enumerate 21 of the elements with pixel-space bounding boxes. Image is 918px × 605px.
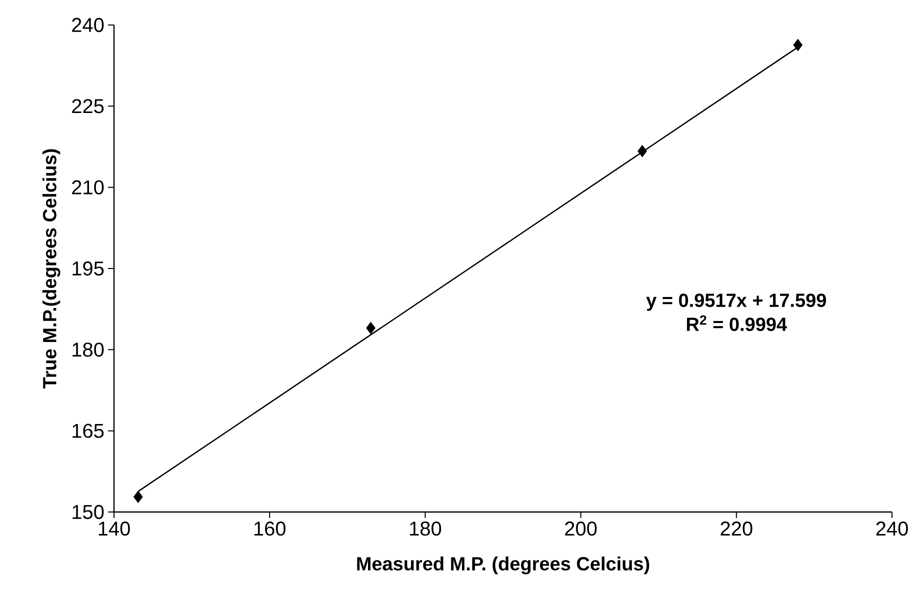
y-tick-label: 150	[72, 504, 104, 520]
x-axis-title: Measured M.P. (degrees Celcius)	[357, 556, 650, 574]
x-tick-label: 240	[876, 522, 908, 536]
point	[638, 144, 647, 158]
y-tick-label: 165	[72, 424, 104, 438]
y-tick-label: 195	[72, 261, 104, 276]
y-axis-title: True M.P.(degrees Celcius)	[42, 149, 60, 388]
point	[366, 322, 376, 334]
y-tick-label: 225	[72, 99, 104, 114]
point	[793, 38, 803, 52]
x-tick-label: 220	[720, 522, 752, 536]
y-tick-label: 180	[72, 342, 104, 357]
x-tick-label: 160	[254, 522, 286, 536]
y-tick-label: 240	[72, 18, 104, 32]
point	[133, 490, 143, 504]
x-tick-label: 180	[410, 522, 442, 536]
annotation: y = 0.9517x + 17.599	[646, 294, 826, 311]
annotation: R$^{2}$ = 0.9994	[686, 315, 787, 332]
x-tick-label: 140	[98, 522, 130, 536]
x-tick-label: 200	[565, 522, 597, 536]
y-tick-label: 210	[72, 180, 104, 194]
